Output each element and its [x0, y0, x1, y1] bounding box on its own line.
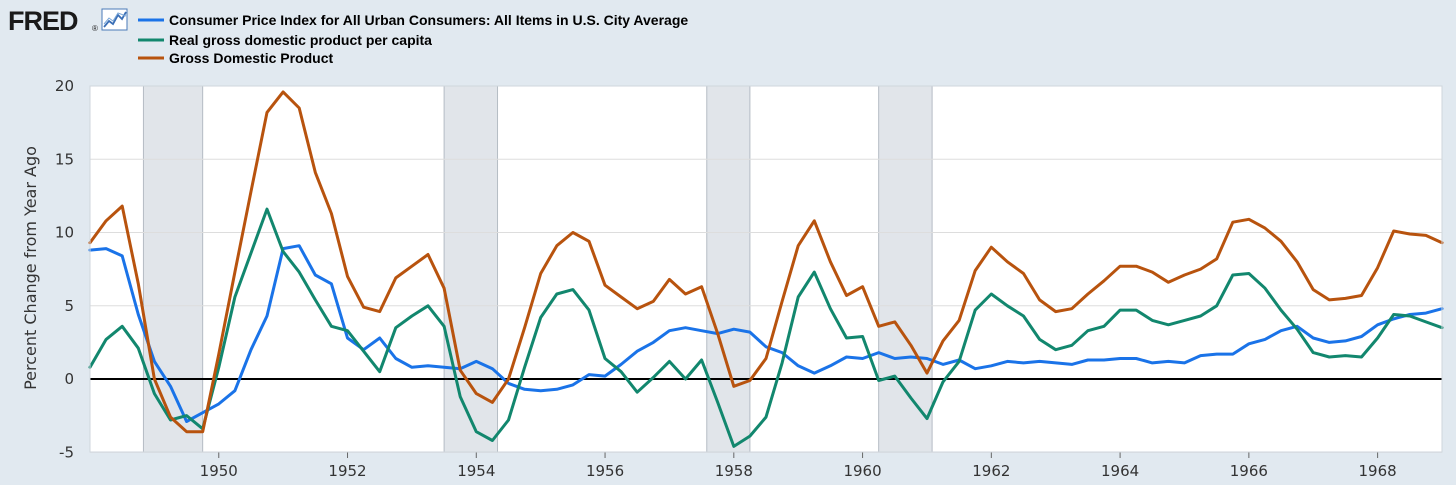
y-tick-label: 10: [55, 224, 74, 242]
x-tick-label: 1952: [328, 462, 366, 480]
y-axis-label: Percent Change from Year Ago: [21, 146, 40, 390]
legend-item-cpi[interactable]: Consumer Price Index for All Urban Consu…: [138, 12, 688, 28]
plot-area: [90, 86, 1442, 452]
series-line-cpi[interactable]: [88, 244, 1444, 423]
recession-band-2: [444, 86, 498, 452]
registered-mark: ®: [92, 24, 98, 33]
y-axis-ticks: -5 0 5 10 15 20: [55, 77, 74, 461]
legend: Consumer Price Index for All Urban Consu…: [138, 12, 688, 66]
legend-label-real-gdp-per-capita: Real gross domestic product per capita: [169, 32, 432, 48]
y-tick-label: -5: [59, 443, 74, 461]
x-tick-label: 1968: [1359, 462, 1397, 480]
y-tick-label: 0: [64, 370, 74, 388]
x-tick-label: 1960: [843, 462, 881, 480]
series-line-gdp[interactable]: [88, 90, 1444, 434]
x-tick-label: 1954: [457, 462, 495, 480]
series-line-real-gdp-per-capita[interactable]: [88, 207, 1444, 448]
legend-label-cpi: Consumer Price Index for All Urban Consu…: [169, 12, 688, 28]
legend-item-real-gdp-per-capita[interactable]: Real gross domestic product per capita: [138, 32, 432, 48]
x-tick-label: 1950: [200, 462, 238, 480]
y-tick-label: 20: [55, 77, 74, 95]
x-tick-label: 1966: [1230, 462, 1268, 480]
recession-band-1: [143, 86, 203, 452]
fred-logo[interactable]: FRED ®: [8, 6, 128, 36]
line-chart-icon: [101, 8, 128, 31]
y-tick-label: 5: [64, 297, 74, 315]
legend-item-gdp[interactable]: Gross Domestic Product: [138, 50, 333, 66]
x-tick-label: 1956: [586, 462, 624, 480]
x-tick-label: 1958: [715, 462, 753, 480]
series-lines: [88, 90, 1444, 448]
x-tick-label: 1964: [1101, 462, 1139, 480]
y-tick-label: 15: [55, 150, 74, 168]
x-axis-ticks: 1950 1952 1954 1956 1958 1960 1962 1964 1966 1968: [200, 452, 1397, 480]
legend-label-gdp: Gross Domestic Product: [169, 50, 333, 66]
plot-border: [89, 85, 1443, 453]
fred-logo-text: FRED: [8, 6, 78, 36]
recession-band-3: [706, 86, 750, 452]
x-tick-label: 1962: [972, 462, 1010, 480]
recession-band-4: [878, 86, 933, 452]
